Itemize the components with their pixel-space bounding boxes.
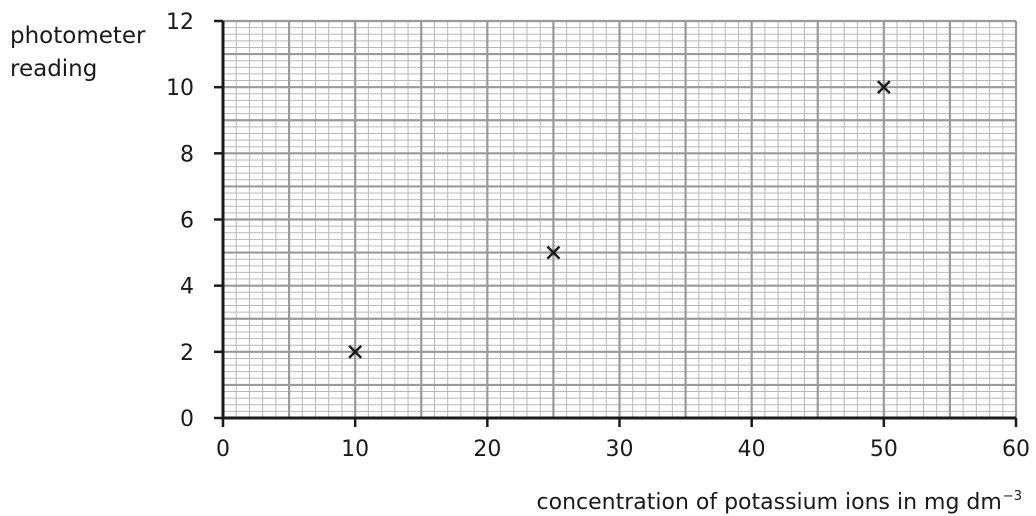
x-tick-label: 0: [216, 437, 230, 462]
x-axis-label-text: concentration of potassium ions in mg dm: [536, 490, 1002, 515]
data-point-stroke: [348, 344, 363, 359]
axes: [214, 19, 1018, 427]
x-tick-label: 10: [341, 437, 369, 462]
y-tick-label: 4: [180, 275, 194, 300]
y-axis-label-line-1: photometer: [10, 23, 146, 49]
y-tick-label: 12: [166, 10, 194, 35]
x-tick-label: 40: [738, 437, 766, 462]
y-tick-label: 10: [166, 76, 194, 101]
x-tick-label: 60: [1002, 437, 1030, 462]
x-axis-label: concentration of potassium ions in mg dm…: [537, 484, 1022, 516]
y-tick-label: 0: [180, 407, 194, 432]
y-tick-label: 8: [180, 142, 194, 167]
y-axis-label: photometer reading: [10, 20, 146, 86]
data-points: [348, 80, 891, 359]
data-point-stroke: [546, 245, 561, 260]
data-point-stroke: [876, 80, 891, 95]
x-tick-label: 30: [606, 437, 634, 462]
x-tick-label: 20: [473, 437, 501, 462]
data-point-cross: [546, 245, 561, 260]
y-tick-label: 6: [180, 209, 194, 234]
y-tick-label: 2: [180, 341, 194, 366]
x-axis-label-exponent: −3: [1002, 489, 1022, 504]
y-axis-label-line-2: reading: [10, 56, 98, 82]
x-tick-label: 50: [870, 437, 898, 462]
data-point-cross: [348, 344, 363, 359]
tick-labels: 0 10 20 30 40 50 60 0 2 4 6 8 10 12: [166, 10, 1030, 462]
data-point-cross: [876, 80, 891, 95]
